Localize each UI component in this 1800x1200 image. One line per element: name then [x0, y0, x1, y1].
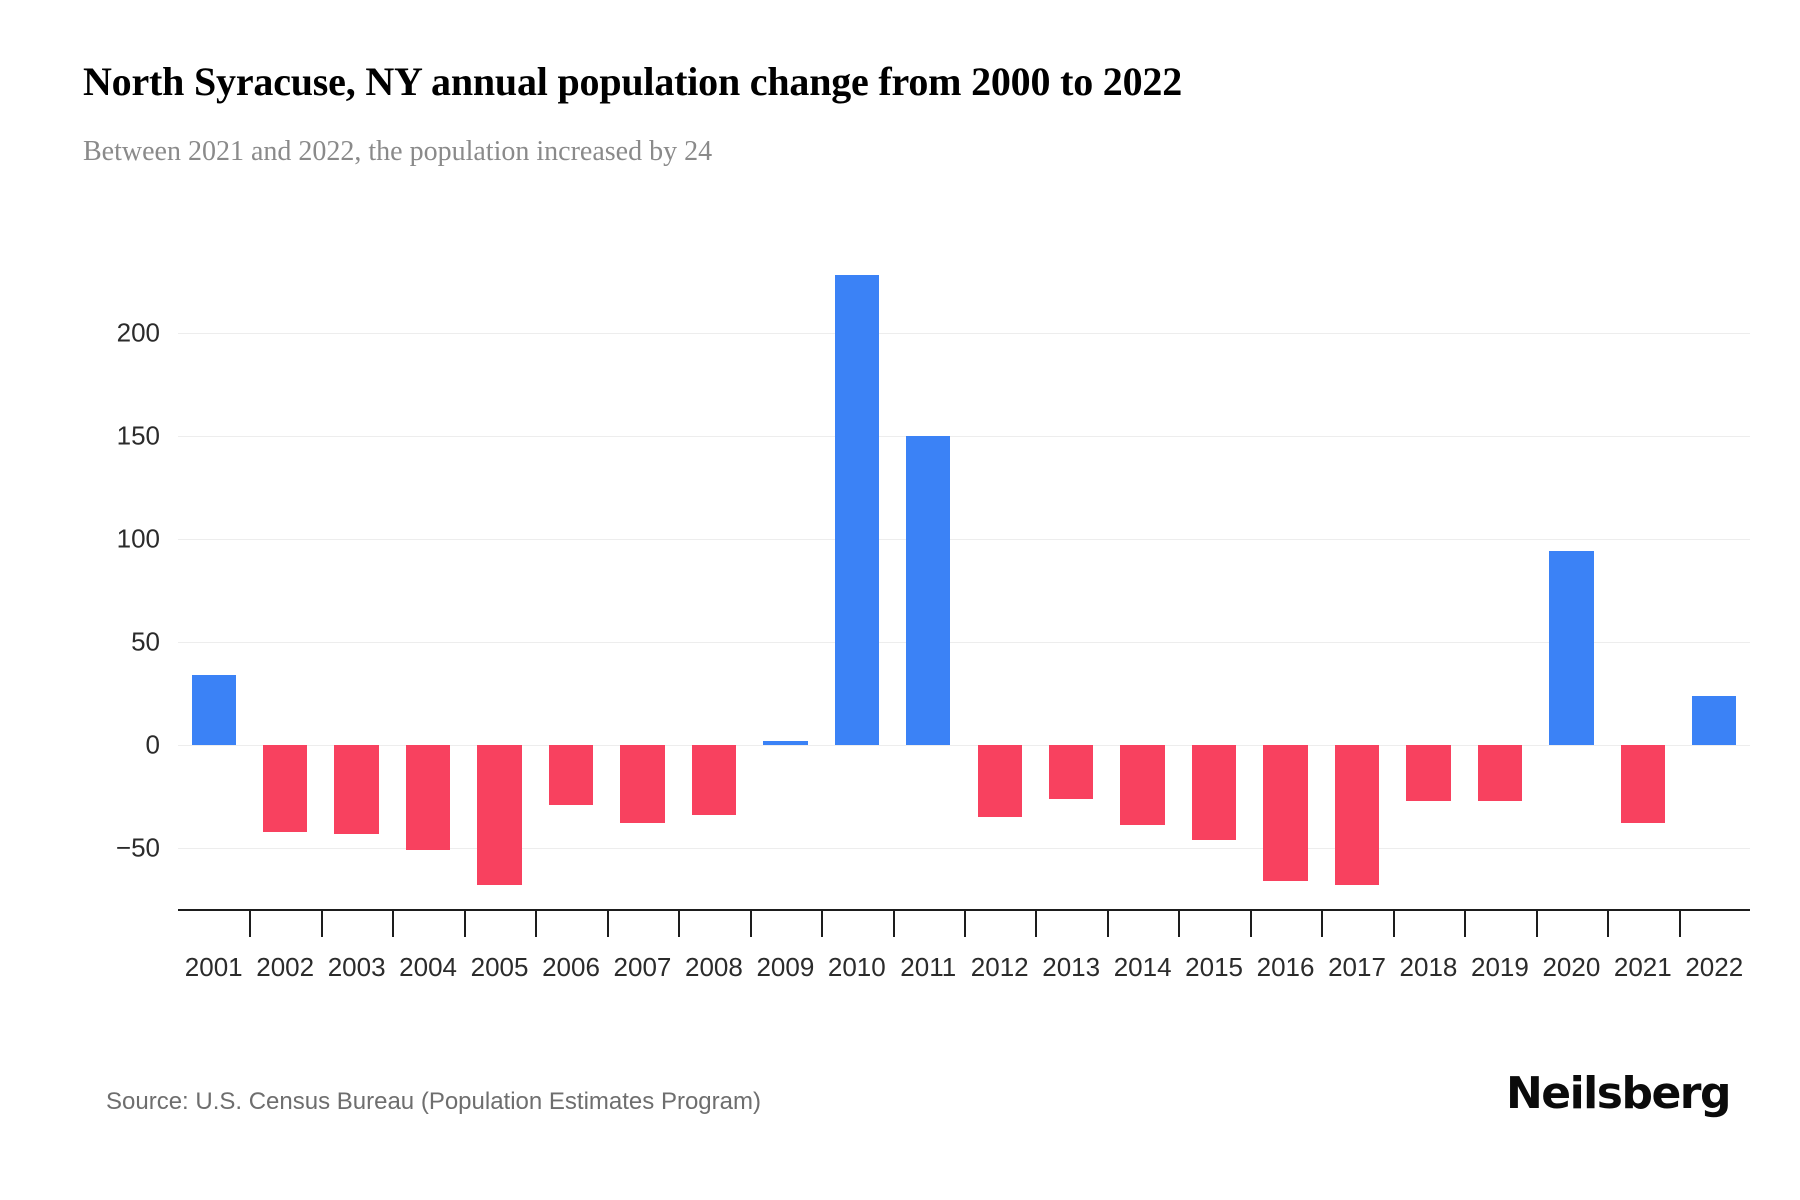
- y-axis-tick-label: 100: [116, 523, 160, 554]
- bar-2020[interactable]: [1549, 551, 1594, 745]
- y-axis-tick-label: 0: [145, 729, 160, 760]
- bar-2015[interactable]: [1191, 745, 1237, 840]
- x-axis-label-2005: 2005: [470, 952, 529, 982]
- bar-2014[interactable]: [1120, 745, 1165, 826]
- x-axis-label-2021: 2021: [1613, 952, 1672, 982]
- x-axis-label-2011: 2011: [900, 952, 957, 982]
- x-axis-tick: [821, 911, 824, 937]
- bar-2019[interactable]: [1477, 745, 1523, 801]
- bar-2018[interactable]: [1406, 745, 1451, 801]
- x-axis-label-2017: 2017: [1328, 952, 1386, 982]
- x-axis-label-2012: 2012: [970, 952, 1029, 982]
- x-axis-tick: [1607, 911, 1610, 937]
- x-axis-tick: [964, 911, 966, 937]
- chart-subtitle: Between 2021 and 2022, the population in…: [83, 136, 713, 167]
- plot-area: [178, 250, 1750, 910]
- brand-logo: Neilsberg: [1505, 1068, 1732, 1119]
- bar-2003[interactable]: [334, 745, 379, 834]
- gridline: [178, 435, 1750, 437]
- bar-2002[interactable]: [263, 745, 308, 832]
- y-axis-tick-labels: −50 0 50 100 150 200: [0, 250, 1800, 910]
- x-axis-line: [178, 909, 1750, 911]
- source-note: Source: U.S. Census Bureau (Population E…: [106, 1088, 761, 1115]
- bar-2022[interactable]: [1692, 695, 1737, 745]
- x-axis-label-2008: 2008: [684, 952, 743, 982]
- x-axis-label-2001: 2001: [184, 952, 243, 982]
- bar-2010[interactable]: [834, 274, 879, 745]
- bar-2012[interactable]: [977, 745, 1022, 818]
- bar-2017[interactable]: [1334, 745, 1380, 886]
- x-axis-label-2016: 2016: [1256, 952, 1315, 982]
- chart-title: North Syracuse, NY annual population cha…: [83, 59, 1182, 104]
- x-axis-label-2010: 2010: [827, 952, 886, 982]
- x-axis-tick: [1321, 911, 1324, 937]
- x-axis-label-2018: 2018: [1399, 952, 1458, 982]
- bar-2013[interactable]: [1049, 745, 1094, 799]
- x-axis-tick: [1106, 911, 1109, 937]
- y-axis-tick-label: 200: [116, 317, 160, 347]
- bar-2009[interactable]: [763, 740, 808, 745]
- bar-2011[interactable]: [906, 435, 951, 745]
- gridline: [178, 641, 1750, 643]
- x-axis-tick: [1035, 911, 1038, 937]
- x-axis-label-2009: 2009: [756, 952, 815, 982]
- x-axis-tick: [535, 911, 538, 937]
- gridline: [178, 332, 1750, 334]
- x-axis-tick: [1535, 911, 1538, 937]
- y-axis-tick-label: 50: [131, 626, 160, 657]
- x-axis-tick: [606, 911, 609, 937]
- x-axis-label-2014: 2014: [1113, 952, 1172, 982]
- x-axis-tick: [1178, 911, 1181, 937]
- x-axis-tick: [1392, 911, 1395, 937]
- bar-2001[interactable]: [191, 674, 236, 745]
- gridline: [178, 745, 1750, 746]
- x-axis-tick: [320, 911, 323, 937]
- x-axis-label-2003: 2003: [327, 952, 386, 982]
- x-axis-label-2019: 2019: [1470, 952, 1529, 982]
- x-axis-tick: [1464, 911, 1467, 937]
- y-axis-tick-label: −50: [115, 832, 160, 863]
- bar-2004[interactable]: [405, 745, 451, 851]
- x-axis-label-2013: 2013: [1042, 952, 1101, 982]
- x-axis-label-2004: 2004: [399, 952, 457, 982]
- x-axis-tick: [678, 911, 681, 937]
- x-axis-tick: [463, 911, 466, 937]
- x-axis-label-2002: 2002: [256, 952, 315, 982]
- x-axis-tick: [892, 911, 895, 937]
- bar-2021[interactable]: [1620, 745, 1665, 824]
- x-axis-tick: [392, 911, 395, 937]
- bar-2016[interactable]: [1263, 745, 1308, 882]
- x-axis-tick: [1249, 911, 1252, 937]
- x-axis-tick: [249, 911, 252, 937]
- x-axis-tick: [749, 911, 752, 937]
- x-axis-label-2022: 2022: [1685, 952, 1744, 982]
- x-axis-label-2015: 2015: [1185, 952, 1243, 982]
- bar-2006[interactable]: [548, 745, 594, 805]
- y-axis-tick-label: 150: [116, 420, 160, 451]
- bar-series: [178, 250, 1750, 910]
- bar-2007[interactable]: [620, 745, 665, 824]
- x-axis-label-2020: 2020: [1542, 952, 1601, 982]
- bar-2008[interactable]: [691, 745, 737, 816]
- x-axis-tick: [1678, 911, 1681, 937]
- gridline: [178, 848, 1750, 850]
- x-axis-label-2006: 2006: [542, 952, 600, 982]
- x-axis-label-2007: 2007: [613, 952, 672, 982]
- bar-2005[interactable]: [477, 745, 522, 886]
- gridline: [178, 538, 1750, 540]
